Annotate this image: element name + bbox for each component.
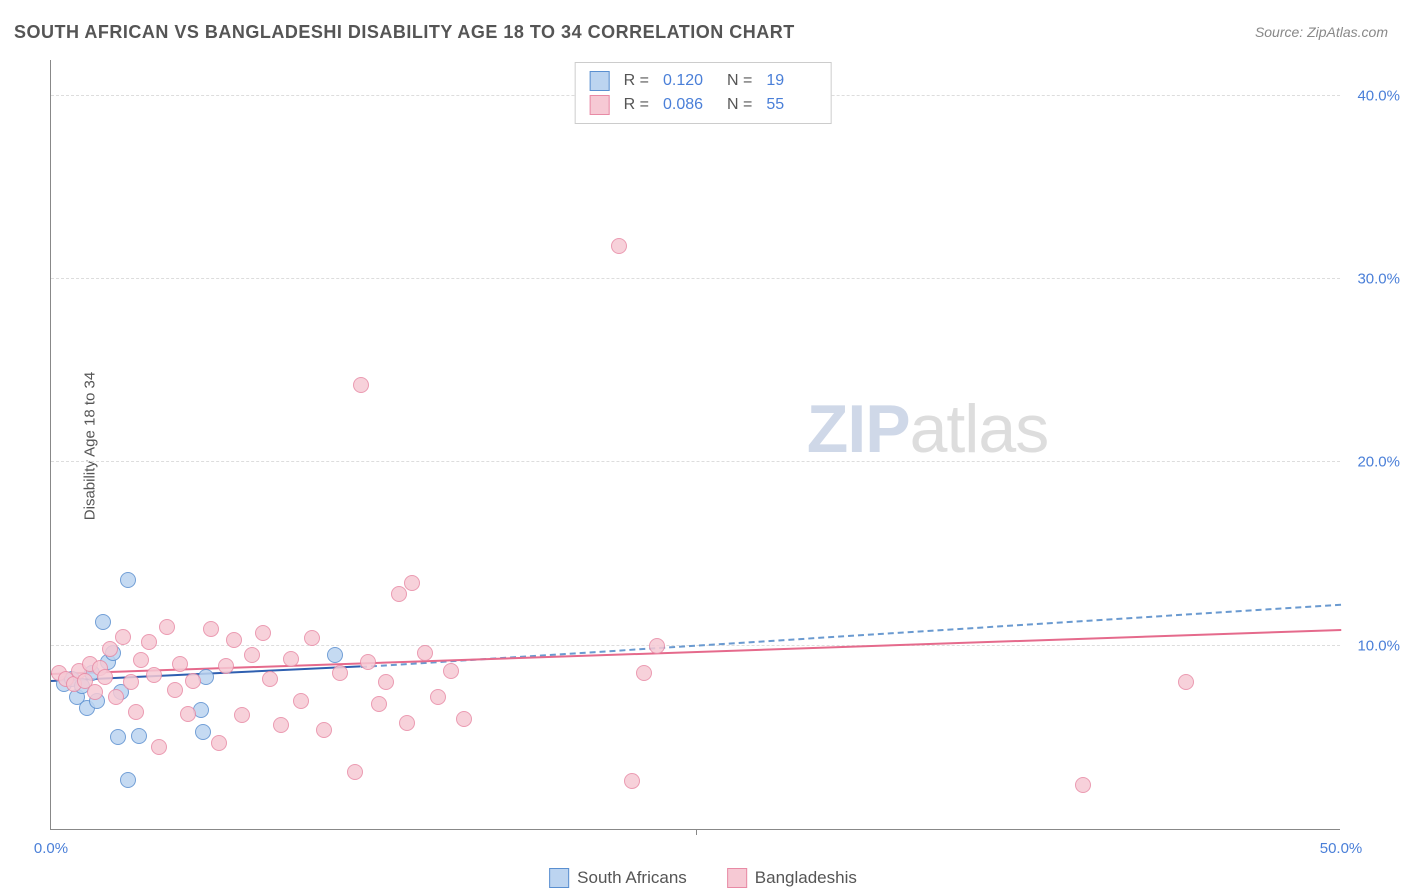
data-point	[133, 652, 149, 668]
data-point	[218, 658, 234, 674]
y-tick-label: 40.0%	[1345, 87, 1400, 104]
data-point	[120, 772, 136, 788]
data-point	[624, 773, 640, 789]
r-value-0: 0.120	[663, 72, 713, 90]
data-point	[332, 665, 348, 681]
n-label: N =	[727, 72, 752, 90]
data-point	[404, 575, 420, 591]
n-label: N =	[727, 96, 752, 114]
watermark-bold: ZIP	[807, 391, 910, 467]
data-point	[417, 645, 433, 661]
data-point	[146, 667, 162, 683]
data-point	[378, 674, 394, 690]
legend-swatch-1	[727, 868, 747, 888]
data-point	[304, 630, 320, 646]
data-point	[131, 728, 147, 744]
data-point	[262, 671, 278, 687]
watermark: ZIPatlas	[807, 390, 1048, 468]
gridline	[51, 278, 1340, 279]
data-point	[120, 572, 136, 588]
data-point	[636, 665, 652, 681]
data-point	[167, 682, 183, 698]
data-point	[115, 629, 131, 645]
data-point	[1178, 674, 1194, 690]
chart-title: SOUTH AFRICAN VS BANGLADESHI DISABILITY …	[14, 22, 795, 43]
data-point	[327, 647, 343, 663]
data-point	[195, 724, 211, 740]
data-point	[255, 625, 271, 641]
data-point	[360, 654, 376, 670]
r-label: R =	[624, 96, 649, 114]
r-value-1: 0.086	[663, 96, 713, 114]
r-label: R =	[624, 72, 649, 90]
y-tick-label: 30.0%	[1345, 271, 1400, 288]
data-point	[399, 715, 415, 731]
data-point	[443, 663, 459, 679]
data-point	[180, 706, 196, 722]
data-point	[611, 238, 627, 254]
data-point	[172, 656, 188, 672]
data-point	[110, 729, 126, 745]
data-point	[391, 586, 407, 602]
data-point	[456, 711, 472, 727]
data-point	[244, 647, 260, 663]
data-point	[128, 704, 144, 720]
x-tick-label: 0.0%	[34, 840, 68, 857]
gridline	[51, 461, 1340, 462]
data-point	[353, 377, 369, 393]
data-point	[283, 651, 299, 667]
data-point	[226, 632, 242, 648]
data-point	[185, 673, 201, 689]
legend-label-0: South Africans	[577, 868, 687, 888]
n-value-1: 55	[766, 96, 816, 114]
stats-row-series-1: R = 0.086 N = 55	[590, 93, 817, 117]
x-minor-tick	[696, 829, 697, 835]
data-point	[211, 735, 227, 751]
source-label: Source: ZipAtlas.com	[1255, 24, 1388, 40]
bottom-legend: South Africans Bangladeshis	[549, 868, 857, 888]
data-point	[95, 614, 111, 630]
plot-area: ZIPatlas 10.0%20.0%30.0%40.0%0.0%50.0%	[50, 60, 1340, 830]
y-tick-label: 20.0%	[1345, 454, 1400, 471]
swatch-series-0	[590, 71, 610, 91]
swatch-series-1	[590, 95, 610, 115]
data-point	[102, 641, 118, 657]
legend-item-1: Bangladeshis	[727, 868, 857, 888]
data-point	[141, 634, 157, 650]
data-point	[273, 717, 289, 733]
data-point	[123, 674, 139, 690]
x-tick-label: 50.0%	[1320, 840, 1363, 857]
data-point	[316, 722, 332, 738]
data-point	[203, 621, 219, 637]
stats-row-series-0: R = 0.120 N = 19	[590, 69, 817, 93]
data-point	[108, 689, 124, 705]
data-point	[159, 619, 175, 635]
data-point	[1075, 777, 1091, 793]
data-point	[87, 684, 103, 700]
data-point	[293, 693, 309, 709]
legend-swatch-0	[549, 868, 569, 888]
data-point	[234, 707, 250, 723]
data-point	[97, 669, 113, 685]
n-value-0: 19	[766, 72, 816, 90]
stats-legend: R = 0.120 N = 19 R = 0.086 N = 55	[575, 62, 832, 124]
y-tick-label: 10.0%	[1345, 637, 1400, 654]
data-point	[347, 764, 363, 780]
data-point	[151, 739, 167, 755]
legend-item-0: South Africans	[549, 868, 687, 888]
data-point	[649, 638, 665, 654]
watermark-light: atlas	[910, 391, 1049, 467]
chart-container: SOUTH AFRICAN VS BANGLADESHI DISABILITY …	[0, 0, 1406, 892]
data-point	[430, 689, 446, 705]
legend-label-1: Bangladeshis	[755, 868, 857, 888]
data-point	[371, 696, 387, 712]
